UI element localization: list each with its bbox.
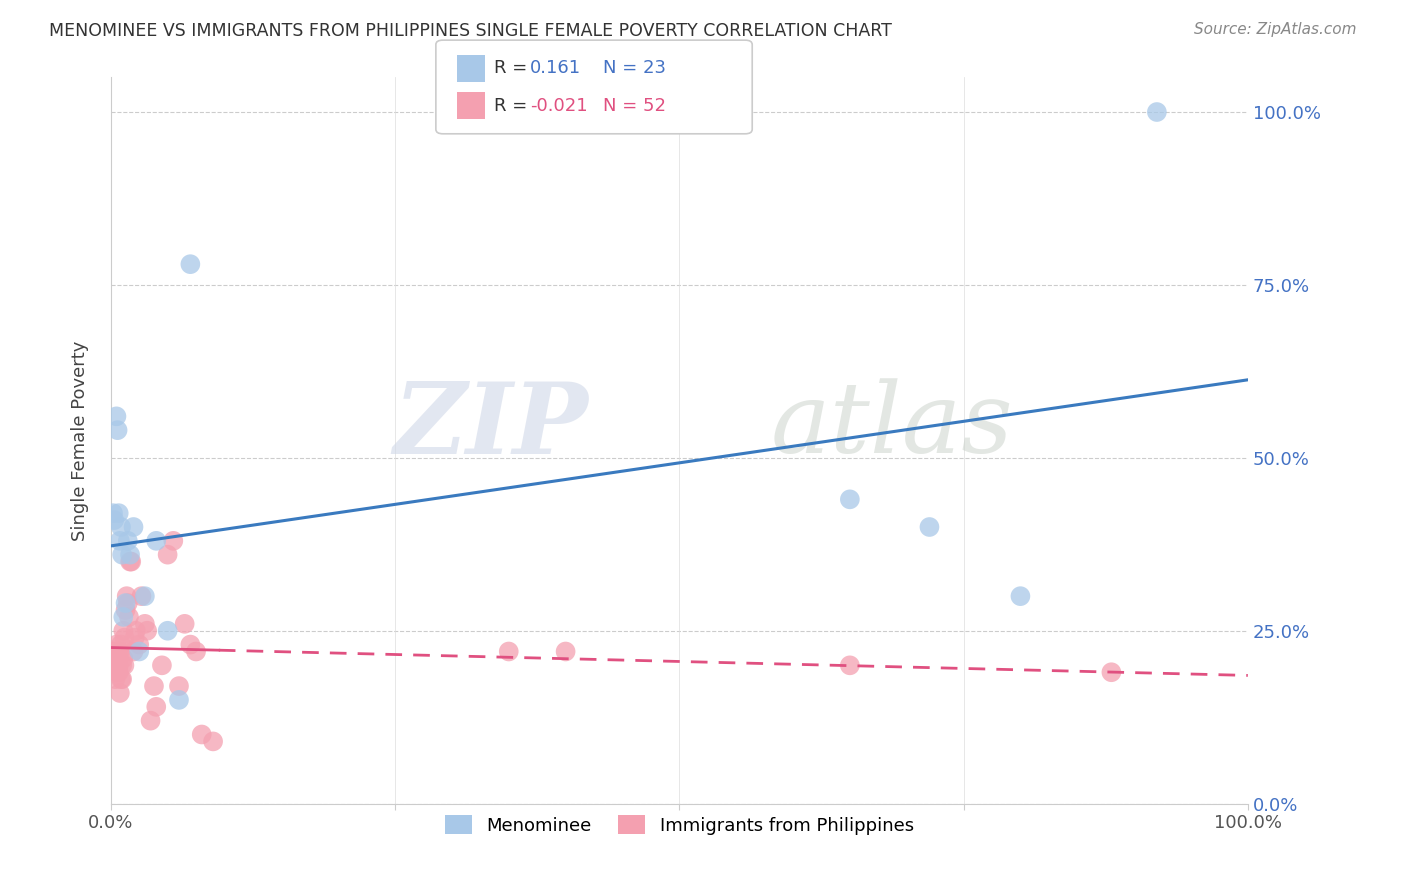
Text: R =: R = <box>494 60 527 78</box>
Point <box>107 651 129 665</box>
Point <box>128 638 150 652</box>
Point <box>103 658 125 673</box>
Point <box>103 644 125 658</box>
Point <box>202 734 225 748</box>
Point <box>104 658 127 673</box>
Point <box>838 492 860 507</box>
Point <box>110 520 132 534</box>
Point <box>179 257 201 271</box>
Point <box>838 658 860 673</box>
Point <box>498 644 520 658</box>
Legend: Menominee, Immigrants from Philippines: Menominee, Immigrants from Philippines <box>444 815 914 835</box>
Point <box>124 631 146 645</box>
Text: N = 52: N = 52 <box>603 96 666 114</box>
Point <box>120 555 142 569</box>
Point <box>108 533 131 548</box>
Point <box>114 596 136 610</box>
Point <box>107 665 129 680</box>
Point <box>110 672 132 686</box>
Text: -0.021: -0.021 <box>530 96 588 114</box>
Point <box>139 714 162 728</box>
Y-axis label: Single Female Poverty: Single Female Poverty <box>72 341 89 541</box>
Point <box>120 548 142 562</box>
Text: MENOMINEE VS IMMIGRANTS FROM PHILIPPINES SINGLE FEMALE POVERTY CORRELATION CHART: MENOMINEE VS IMMIGRANTS FROM PHILIPPINES… <box>49 22 891 40</box>
Point <box>131 589 153 603</box>
Point <box>143 679 166 693</box>
Point <box>112 658 135 673</box>
Point <box>125 624 148 638</box>
Text: Source: ZipAtlas.com: Source: ZipAtlas.com <box>1194 22 1357 37</box>
Point <box>101 658 124 673</box>
Point <box>918 520 941 534</box>
Point <box>117 533 139 548</box>
Point <box>190 727 212 741</box>
Point <box>107 665 129 680</box>
Point <box>110 638 132 652</box>
Point <box>134 616 156 631</box>
Point <box>108 644 131 658</box>
Point <box>115 589 138 603</box>
Point <box>112 651 135 665</box>
Point <box>118 610 141 624</box>
Point <box>105 409 128 424</box>
Point <box>104 672 127 686</box>
Point <box>111 548 134 562</box>
Point <box>117 596 139 610</box>
Point <box>107 423 129 437</box>
Point <box>114 603 136 617</box>
Point <box>1146 105 1168 120</box>
Point <box>105 651 128 665</box>
Point <box>120 555 142 569</box>
Point <box>145 533 167 548</box>
Point <box>112 624 135 638</box>
Point <box>111 672 134 686</box>
Point <box>111 658 134 673</box>
Point <box>554 644 576 658</box>
Point <box>1010 589 1032 603</box>
Point <box>103 513 125 527</box>
Point <box>150 658 173 673</box>
Point <box>1099 665 1122 680</box>
Point <box>105 638 128 652</box>
Point <box>101 506 124 520</box>
Point <box>162 533 184 548</box>
Point <box>167 693 190 707</box>
Point <box>108 686 131 700</box>
Text: 0.161: 0.161 <box>530 60 581 78</box>
Point <box>122 644 145 658</box>
Point <box>173 616 195 631</box>
Point <box>156 548 179 562</box>
Point <box>122 520 145 534</box>
Point <box>167 679 190 693</box>
Point <box>112 631 135 645</box>
Point <box>128 644 150 658</box>
Point <box>179 638 201 652</box>
Text: N = 23: N = 23 <box>603 60 666 78</box>
Point <box>134 589 156 603</box>
Point <box>101 644 124 658</box>
Point <box>112 610 135 624</box>
Point <box>107 506 129 520</box>
Point <box>107 644 129 658</box>
Text: ZIP: ZIP <box>394 378 588 475</box>
Point <box>145 699 167 714</box>
Text: atlas: atlas <box>770 378 1012 474</box>
Point <box>184 644 207 658</box>
Point <box>136 624 159 638</box>
Point <box>107 658 129 673</box>
Point <box>156 624 179 638</box>
Text: R =: R = <box>494 96 527 114</box>
